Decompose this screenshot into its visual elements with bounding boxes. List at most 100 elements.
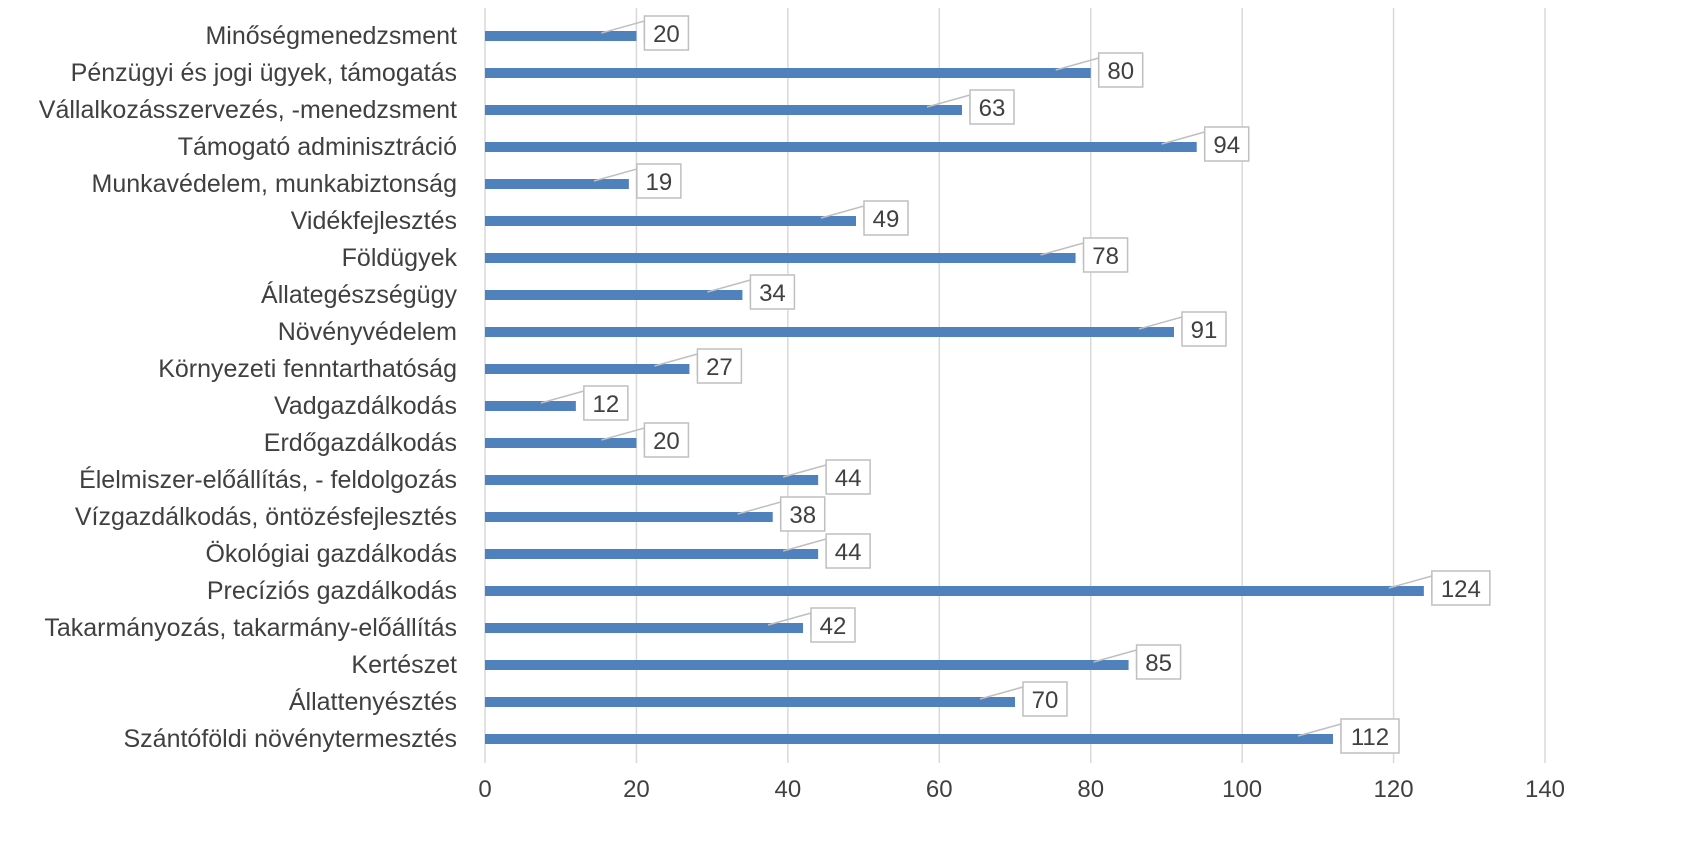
data-label-callout: 34 [707, 274, 796, 310]
data-label-callout: 27 [654, 348, 743, 384]
bar [485, 31, 637, 41]
data-label-callout: 94 [1161, 126, 1250, 162]
data-label-box [810, 607, 856, 643]
bar [485, 68, 1091, 78]
data-label-box [1022, 681, 1068, 717]
data-label: 49 [873, 206, 900, 233]
data-label-callout: 49 [820, 200, 909, 236]
category-label: Vállalkozásszervezés, -menedzsment [39, 96, 457, 124]
data-label: 112 [1351, 724, 1389, 751]
x-tick-label: 80 [1077, 776, 1104, 803]
category-label: Munkavédelem, munkabiztonság [92, 170, 457, 198]
data-label-box [1340, 718, 1400, 754]
category-label: Állategészségügy [261, 280, 457, 309]
x-tick-label: 140 [1525, 776, 1565, 803]
data-label-callout: 80 [1055, 52, 1144, 88]
data-label-box [1431, 570, 1491, 606]
data-label-callout: 44 [782, 459, 871, 495]
data-label-box [583, 385, 629, 421]
data-label-box [696, 348, 743, 384]
data-label: 91 [1191, 317, 1218, 344]
data-labels: 20 80 63 94 19 49 78 34 91 27 12 20 44 38 44 124 42 85 70 1… [540, 15, 1491, 754]
bar [485, 216, 856, 226]
data-label-callout: 42 [767, 607, 856, 643]
data-label-callout: 19 [593, 163, 682, 199]
data-label-box [643, 422, 690, 458]
data-label: 20 [653, 428, 680, 455]
x-tick-label: 60 [926, 776, 953, 803]
bar [485, 290, 743, 300]
data-label: 20 [653, 21, 680, 48]
x-tick-label: 120 [1374, 776, 1414, 803]
data-label: 124 [1441, 576, 1481, 603]
x-tick-label: 0 [478, 776, 491, 803]
bar [485, 549, 819, 559]
data-label: 70 [1032, 687, 1059, 714]
category-label: Vadgazdálkodás [274, 392, 457, 420]
data-label-box [863, 200, 909, 236]
bar [485, 142, 1197, 152]
category-label: Növényvédelem [278, 318, 457, 346]
category-label: Szántóföldi növénytermesztés [123, 725, 457, 753]
data-label: 38 [789, 502, 816, 529]
category-label: Vízgazdálkodás, öntözésfejlesztés [75, 503, 457, 531]
category-label: Kertészet [351, 651, 457, 679]
data-label-box [825, 533, 871, 569]
data-label: 42 [820, 613, 847, 640]
data-label-callout: 44 [782, 533, 871, 569]
data-label-callout: 38 [737, 496, 826, 532]
data-label-box [749, 274, 796, 310]
x-tick-label: 40 [775, 776, 802, 803]
data-label-box [1082, 237, 1129, 273]
category-label: Takarmányozás, takarmány-előállítás [44, 614, 457, 642]
data-label-callout: 78 [1040, 237, 1129, 273]
data-label-box [969, 89, 1015, 125]
x-tick-label: 20 [623, 776, 650, 803]
data-label-callout: 85 [1093, 644, 1182, 680]
grid-layer [484, 8, 1546, 763]
category-label: Erdőgazdálkodás [264, 429, 457, 457]
data-label-callout: 70 [979, 681, 1068, 717]
data-label-box [825, 459, 871, 495]
data-label: 44 [835, 539, 862, 566]
category-label: Minőségmenedzsment [205, 22, 457, 50]
bar [485, 660, 1129, 670]
bar [485, 401, 576, 411]
data-label-box [1097, 52, 1144, 88]
bar-layer [485, 31, 1424, 744]
data-label: 34 [759, 280, 786, 307]
data-label-callout: 112 [1297, 718, 1400, 754]
bar [485, 179, 629, 189]
data-label-box [1181, 311, 1227, 347]
category-label: Környezeti fenntarthatóság [158, 355, 457, 383]
data-label-callout: 91 [1138, 311, 1227, 347]
category-label: Precíziós gazdálkodás [207, 577, 457, 605]
data-label-box [643, 15, 690, 51]
data-label: 85 [1145, 650, 1172, 677]
data-label-callout: 20 [601, 15, 690, 51]
data-label: 19 [646, 169, 673, 196]
data-label: 27 [706, 354, 733, 381]
data-label: 12 [593, 391, 620, 418]
data-label-callout: 20 [601, 422, 690, 458]
category-label: Támogató adminisztráció [178, 133, 457, 161]
data-label-box [1203, 126, 1250, 162]
bar [485, 734, 1333, 744]
category-label: Pénzügyi és jogi ügyek, támogatás [71, 59, 457, 87]
bar [485, 475, 819, 485]
data-label: 44 [835, 465, 862, 492]
bar [485, 327, 1174, 337]
x-axis-tick-labels: 0 20 40 60 80 100 120 140 [478, 776, 1565, 803]
data-label: 63 [979, 95, 1006, 122]
category-label: Élelmiszer-előállítás, - feldolgozás [79, 465, 457, 494]
bar [485, 623, 803, 633]
data-label: 80 [1107, 58, 1134, 85]
x-tick-label: 100 [1222, 776, 1262, 803]
bar [485, 364, 690, 374]
bar [485, 512, 773, 522]
data-label-box [779, 496, 826, 532]
category-label: Állattenyésztés [289, 687, 457, 716]
data-label-box [1135, 644, 1182, 680]
data-label-callout: 63 [926, 89, 1015, 125]
